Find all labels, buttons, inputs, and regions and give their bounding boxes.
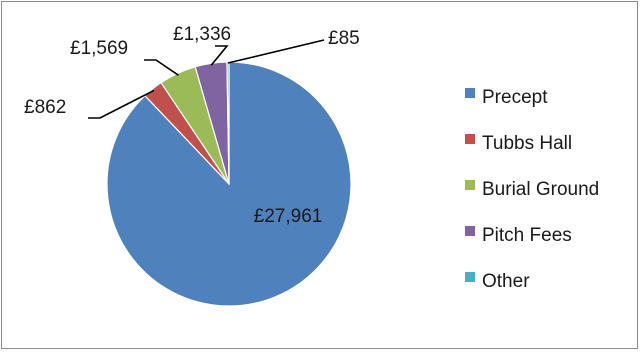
legend-swatch-tubbs-hall [465, 134, 475, 144]
legend-swatch-precept [465, 88, 475, 98]
leader-line-other [227, 39, 325, 64]
legend-swatch-pitch-fees [465, 226, 475, 236]
legend-item-tubbs-hall: Tubbs Hall [465, 133, 572, 154]
legend-item-pitch-fees: Pitch Fees [465, 225, 572, 246]
data-label-burial-ground: £1,569 [70, 38, 128, 59]
legend-item-other: Other [465, 271, 530, 292]
data-labels: £27,961 £862 £1,569 £1,336 £85 [24, 24, 360, 227]
pie-slices [106, 61, 352, 307]
legend-swatch-other [465, 272, 475, 282]
legend-label-pitch-fees: Pitch Fees [482, 225, 572, 246]
legend-label-burial-ground: Burial Ground [482, 179, 599, 200]
leader-line-tubbs-hall [88, 89, 155, 119]
legend-label-precept: Precept [482, 87, 548, 108]
data-label-other: £85 [328, 28, 360, 49]
legend-label-tubbs-hall: Tubbs Hall [482, 133, 572, 154]
data-label-tubbs-hall: £862 [24, 97, 66, 118]
leader-line-pitch-fees [210, 45, 229, 66]
legend-item-burial-ground: Burial Ground [465, 179, 599, 200]
data-label-precept: £27,961 [254, 206, 323, 227]
legend-item-precept: Precept [465, 87, 548, 108]
legend-label-other: Other [482, 271, 530, 292]
leader-line-burial-ground [144, 59, 179, 76]
legend: Precept Tubbs Hall Burial Ground Pitch Fees… [465, 87, 599, 292]
leader-lines [88, 39, 325, 119]
data-label-pitch-fees: £1,336 [173, 24, 231, 45]
legend-swatch-burial-ground [465, 180, 475, 190]
